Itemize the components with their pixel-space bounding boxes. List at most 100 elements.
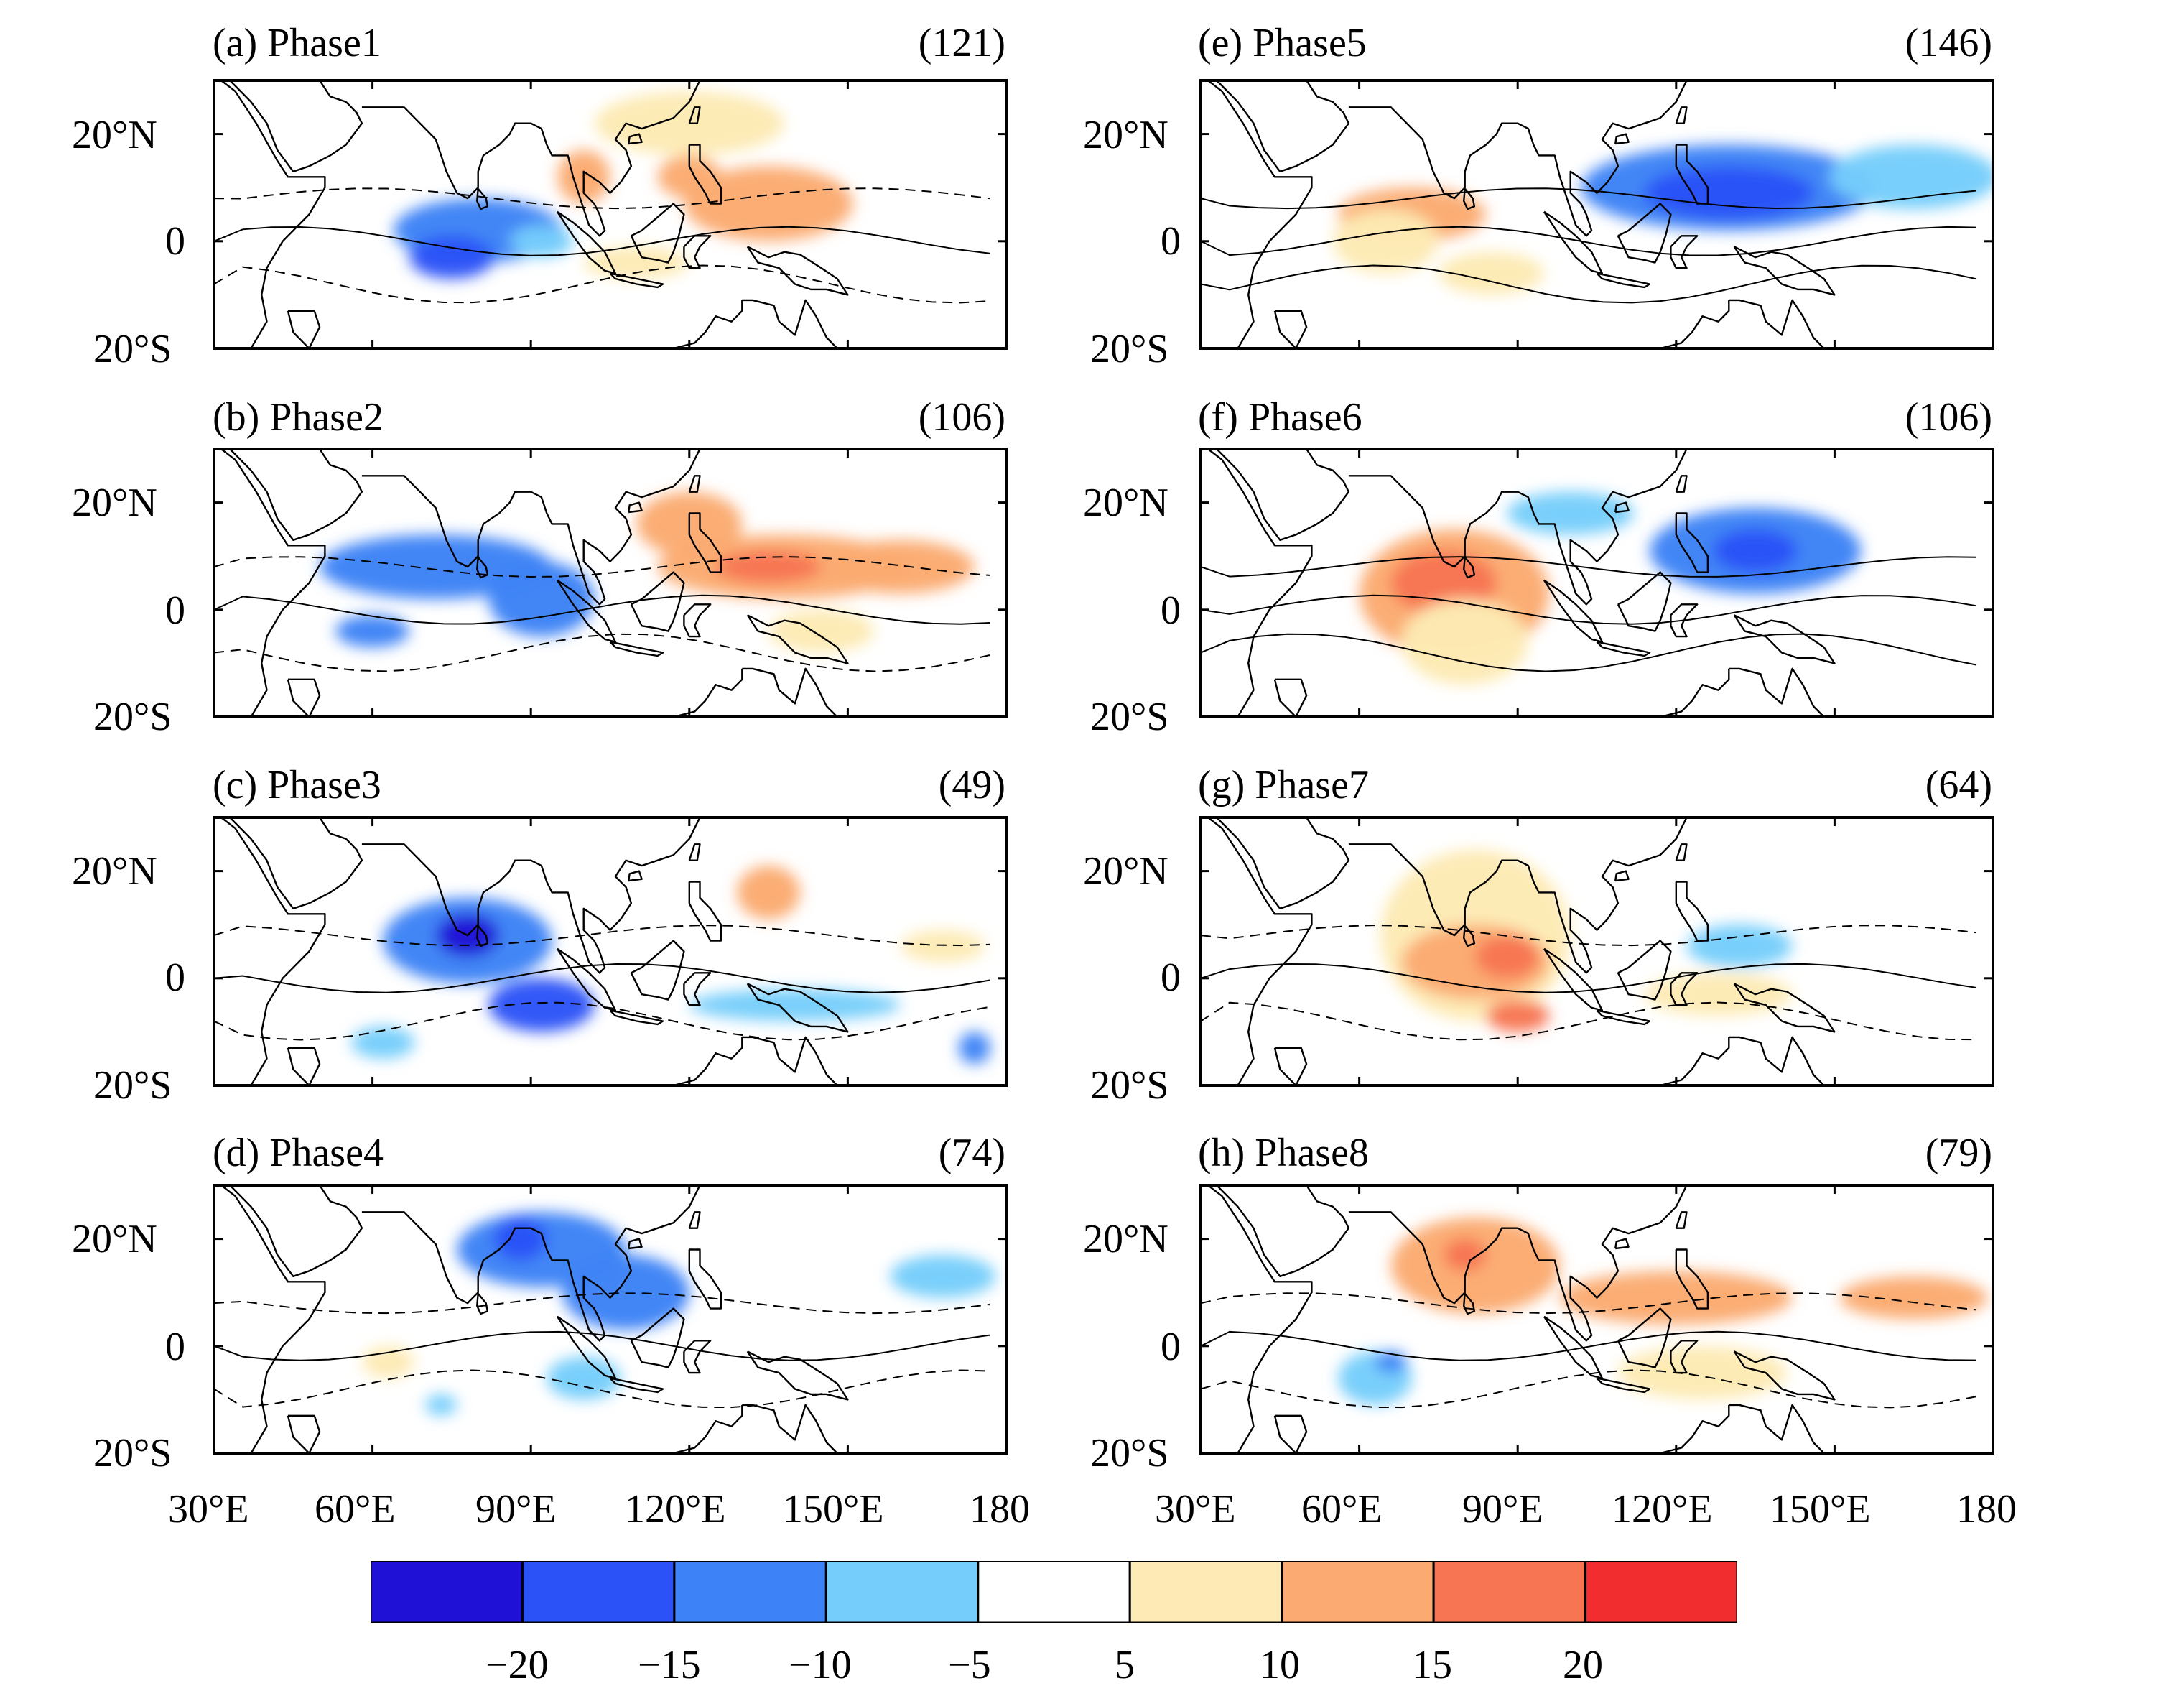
- contour-line: [214, 187, 990, 210]
- coastline: [1596, 272, 1651, 289]
- contour-line: [214, 633, 990, 672]
- coastline: [1733, 246, 1836, 296]
- coastline: [1657, 1404, 1730, 1453]
- anomaly-blob: [409, 236, 494, 279]
- coastline: [1614, 501, 1630, 514]
- coastline: [1675, 512, 1709, 573]
- coastline: [1729, 299, 1825, 348]
- anomaly-blob: [335, 615, 410, 648]
- contour-line: [1201, 633, 1977, 672]
- anomaly-blob: [900, 930, 985, 963]
- coastline: [1614, 1238, 1630, 1250]
- map-panel-b: [214, 449, 1006, 717]
- lon-label: 120°E: [1612, 1487, 1713, 1532]
- map-panel-d: [214, 1185, 1006, 1453]
- lat-label-20n: 20°N: [72, 481, 157, 525]
- coastline: [287, 1414, 321, 1453]
- coastline: [1543, 579, 1604, 643]
- lat-label-20s: 20°S: [1090, 695, 1169, 739]
- coastline: [556, 579, 617, 643]
- coastline: [1675, 475, 1688, 493]
- coastline: [688, 843, 701, 861]
- anomaly-blob: [1686, 925, 1793, 968]
- colorbar-tick-label: −15: [638, 1643, 701, 1687]
- coastline: [1273, 1047, 1308, 1085]
- coastline: [1596, 1377, 1651, 1394]
- contour-line: [1201, 556, 1977, 578]
- contour-line: [1201, 594, 1977, 625]
- coastline: [1596, 641, 1651, 657]
- anomaly-blob: [1444, 1238, 1487, 1271]
- coastline: [1463, 1292, 1476, 1315]
- coastline: [476, 556, 489, 579]
- lat-label-20s: 20°S: [93, 1431, 172, 1475]
- anomaly-blob: [958, 1032, 990, 1065]
- coastline: [742, 299, 838, 348]
- coastline: [1675, 881, 1709, 942]
- colorbar: [371, 1561, 1737, 1623]
- lat-label-20n: 20°N: [1083, 113, 1168, 157]
- anomaly-blob: [351, 1026, 415, 1059]
- lat-label-20s: 20°S: [1090, 327, 1169, 371]
- lat-label-20n: 20°N: [72, 1217, 157, 1261]
- anomaly-blob: [1617, 1345, 1788, 1400]
- coastline: [1348, 1185, 1688, 1342]
- coastline: [556, 210, 617, 274]
- coastline: [1729, 1036, 1825, 1085]
- lat-label-eq: 0: [1161, 955, 1181, 1000]
- contour-line: [1201, 226, 1977, 256]
- anomaly-blob: [1401, 598, 1528, 685]
- coastline: [219, 80, 326, 348]
- colorbar-swatch: [824, 1561, 980, 1623]
- coastline: [1463, 556, 1476, 579]
- coastline: [1206, 449, 1313, 717]
- coastline: [670, 1037, 743, 1085]
- coastline: [670, 300, 743, 348]
- anomaly-blob: [684, 166, 853, 241]
- coastline: [609, 1009, 664, 1026]
- panel-title: (g) Phase7: [1198, 763, 1369, 807]
- lon-label: 180: [970, 1487, 1030, 1532]
- coastline: [683, 972, 712, 1006]
- anomaly-blob: [1507, 491, 1634, 535]
- lat-label-20s: 20°S: [93, 1063, 172, 1108]
- contour-line: [214, 1292, 990, 1315]
- coastline: [1617, 203, 1672, 264]
- coastline: [1729, 1404, 1825, 1453]
- map-panel-c: [214, 817, 1006, 1085]
- coastline: [630, 940, 685, 1001]
- lat-label-20s: 20°S: [1090, 1063, 1169, 1108]
- colorbar-tick-label: −20: [485, 1643, 549, 1687]
- coastline: [688, 881, 722, 942]
- coastline: [688, 144, 722, 205]
- coastline: [1657, 300, 1730, 348]
- coastline: [609, 272, 664, 289]
- anomaly-blob: [562, 1254, 689, 1330]
- coastline: [1670, 1340, 1699, 1374]
- anomaly-blob: [826, 539, 975, 594]
- coastline: [630, 1307, 685, 1368]
- panel-count: (49): [938, 763, 1005, 807]
- anomaly-blob: [1829, 144, 1993, 210]
- lat-label-eq: 0: [1161, 1325, 1181, 1369]
- coastline: [1348, 80, 1688, 237]
- panel-title: (e) Phase5: [1198, 21, 1367, 65]
- lat-label-eq: 0: [165, 1325, 185, 1369]
- coastline: [1206, 1185, 1313, 1453]
- map-svg: [214, 817, 1006, 1085]
- panel-count: (146): [1905, 21, 1992, 65]
- coastline: [1348, 449, 1688, 606]
- contour-line: [1201, 1292, 1977, 1315]
- coastline: [1670, 603, 1699, 638]
- anomaly-blob: [1438, 251, 1544, 295]
- panel-count: (106): [1905, 395, 1992, 440]
- colorbar-swatch: [673, 1561, 827, 1623]
- coastline: [688, 1211, 701, 1229]
- coastline: [287, 310, 321, 348]
- anomaly-blob: [488, 561, 595, 637]
- coastline: [361, 1185, 701, 1342]
- coastline: [1733, 614, 1836, 664]
- coastline: [1617, 940, 1672, 1001]
- colorbar-tick-label: 5: [1115, 1643, 1135, 1687]
- coastline: [746, 983, 849, 1033]
